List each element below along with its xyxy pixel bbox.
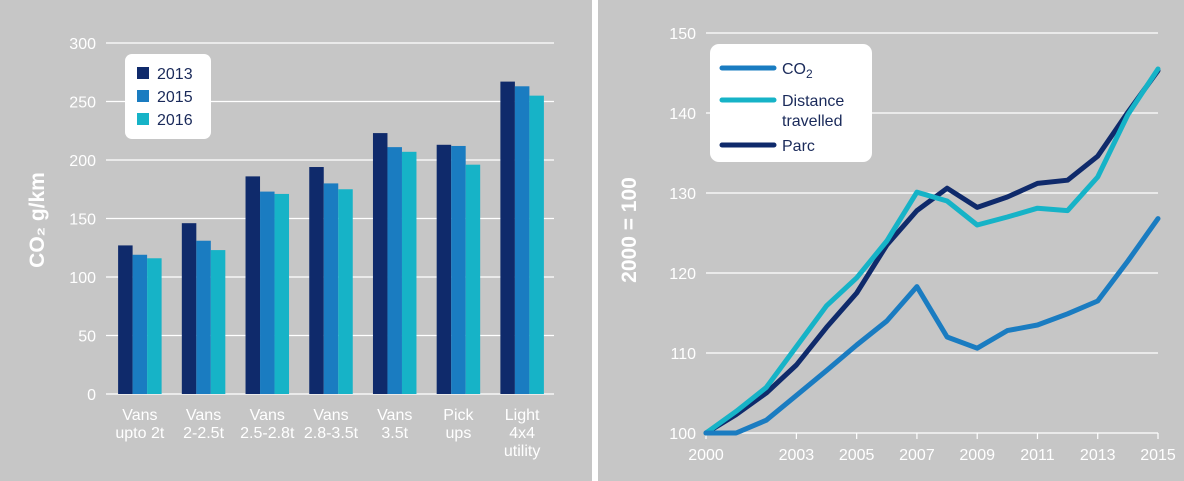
y-tick-label: 50 bbox=[78, 329, 96, 346]
x-tick-label: 2000 bbox=[688, 447, 724, 464]
x-tick-label-line: 2.8-3.5t bbox=[304, 425, 359, 442]
x-tick-label: 2007 bbox=[899, 447, 935, 464]
x-tick-label: Vans 2.8-3.5t bbox=[304, 407, 359, 442]
y-axis-label: CO₂ g/km bbox=[26, 172, 49, 268]
x-tick-label-line: ups bbox=[446, 425, 472, 442]
y-tick-label: 300 bbox=[69, 36, 96, 53]
y-axis-label: 2000 = 100 bbox=[618, 177, 641, 283]
legend-label-distance-travelled: Distance travelled bbox=[782, 93, 844, 130]
y-tick-label: 250 bbox=[69, 95, 96, 112]
bar-2016-1 bbox=[147, 258, 162, 394]
bar-2015-4 bbox=[323, 183, 339, 394]
x-tick-label: 2013 bbox=[1080, 447, 1116, 464]
y-tick-label: 150 bbox=[669, 26, 696, 43]
x-tick-label-line: upto 2t bbox=[115, 425, 164, 442]
line-parc bbox=[703, 68, 1161, 436]
legend-label-co2: CO2 bbox=[782, 61, 813, 81]
legend-swatch-2015 bbox=[137, 90, 149, 102]
y-tick-label: 100 bbox=[69, 270, 96, 287]
bar-2016-5 bbox=[401, 151, 417, 394]
legend-label-2015: 2015 bbox=[157, 89, 193, 106]
x-tick-label-line: Pick bbox=[443, 407, 474, 424]
x-tick-label: 2011 bbox=[1020, 447, 1055, 464]
legend-label-co2-sub: 2 bbox=[806, 67, 813, 81]
bar-2015-3 bbox=[260, 191, 275, 394]
legend-label-parc: Parc bbox=[782, 138, 815, 155]
y-tick-label: 130 bbox=[669, 186, 696, 203]
x-tick-label: Pick ups bbox=[443, 407, 474, 442]
bar-2016-3 bbox=[274, 193, 290, 394]
bar-2016-4 bbox=[338, 189, 353, 394]
x-tick-label-line: 3.5t bbox=[381, 425, 408, 442]
x-tick-label-line: Vans bbox=[186, 407, 221, 424]
x-tick-label-line: Vans bbox=[250, 407, 285, 424]
legend-swatch-2013 bbox=[137, 67, 149, 79]
bar-2013-2 bbox=[181, 223, 197, 394]
x-tick-label: 2005 bbox=[839, 447, 875, 464]
y-tick-label: 0 bbox=[87, 387, 96, 404]
x-tick-label-line: 2.5-2.8t bbox=[240, 425, 295, 442]
index-trend-chart: 100 110 120 130 140 150 2000 2003 2005 2007 2009 20… bbox=[598, 0, 1184, 481]
bar-2016-6 bbox=[465, 164, 481, 394]
legend-box bbox=[710, 44, 872, 162]
bar-2013-5 bbox=[372, 133, 388, 394]
bar-2013-1 bbox=[118, 245, 133, 394]
bar-2016-7 bbox=[529, 95, 544, 395]
legend-label-co2-main: CO bbox=[782, 61, 806, 78]
x-tick-label-line: utility bbox=[504, 443, 540, 460]
y-tick-label: 100 bbox=[669, 426, 696, 443]
legend-swatch-2016 bbox=[137, 113, 149, 125]
bar-2013-4 bbox=[309, 167, 324, 394]
bar-2013-3 bbox=[245, 176, 261, 394]
x-tick-label: Light 4x4 utility bbox=[504, 407, 540, 460]
x-tick-label: Vans 3.5t bbox=[377, 407, 412, 442]
co2-by-vehicle-class-chart: 0 50 100 150 200 250 300 CO₂ g/km Vans upto 2t Van… bbox=[0, 0, 592, 481]
bar-2013-6 bbox=[436, 144, 452, 394]
x-tick-label: Vans 2-2.5t bbox=[183, 407, 224, 442]
y-tick-label: 110 bbox=[670, 346, 696, 363]
x-tick-label-line: Vans bbox=[313, 407, 348, 424]
x-tick-label-line: Vans bbox=[377, 407, 412, 424]
x-tick-label: 2003 bbox=[779, 447, 815, 464]
bar-2015-1 bbox=[132, 254, 148, 394]
x-tick-label: 2009 bbox=[959, 447, 995, 464]
y-tick-label: 150 bbox=[69, 212, 96, 229]
y-tick-label: 120 bbox=[669, 266, 696, 283]
bar-2013-7 bbox=[500, 81, 515, 395]
x-tick-label-line: Light bbox=[505, 407, 540, 424]
legend-label-2016: 2016 bbox=[157, 112, 193, 129]
bar-2016-2 bbox=[210, 250, 226, 394]
line-distance-travelled bbox=[703, 66, 1161, 436]
bar-2015-6 bbox=[451, 145, 466, 394]
x-tick-label-line: 2-2.5t bbox=[183, 425, 224, 442]
legend-label-line: travelled bbox=[782, 113, 842, 130]
bar-2015-7 bbox=[514, 86, 530, 394]
x-tick-label: Vans 2.5-2.8t bbox=[240, 407, 295, 442]
x-tick-label: 2015 bbox=[1140, 447, 1176, 464]
y-tick-label: 200 bbox=[69, 153, 96, 170]
x-tick-label-line: Vans bbox=[122, 407, 157, 424]
bar-2015-5 bbox=[387, 147, 402, 394]
bar-2015-2 bbox=[196, 240, 211, 394]
line-chart-svg: 100 110 120 130 140 150 2000 2003 2005 2007 2009 20… bbox=[618, 26, 1176, 464]
y-tick-label: 140 bbox=[669, 106, 696, 123]
legend-label-2013: 2013 bbox=[157, 66, 193, 83]
legend-label-line: Distance bbox=[782, 93, 844, 110]
line-co2 bbox=[703, 216, 1161, 436]
x-tick-label: Vans upto 2t bbox=[115, 407, 164, 442]
x-tick-label-line: 4x4 bbox=[509, 425, 535, 442]
